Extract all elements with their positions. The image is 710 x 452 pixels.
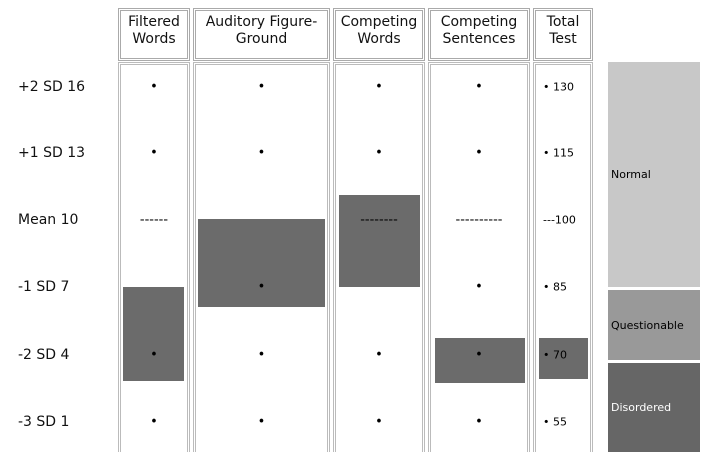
score-point: -------- [360,212,398,228]
score-point: • [475,414,483,430]
legend-label: Questionable [611,318,684,332]
score-point: • [257,414,266,430]
score-point: • [375,347,383,363]
total-score: • 55 [543,415,567,429]
column-header: Auditory Figure- Ground [193,8,330,61]
column-frame [533,62,593,452]
total-score: • 130 [543,80,574,94]
score-point: • [150,145,158,161]
score-point: • [375,414,383,430]
row-label: +2 SD 16 [18,79,86,95]
column-header: Competing Words [333,8,425,61]
score-point: • [150,347,158,363]
score-point: ------ [139,212,169,228]
row-label: -2 SD 4 [18,347,70,363]
score-box [435,338,525,383]
score-box [198,219,325,307]
column-header: Competing Sentences [428,8,530,61]
column-header: Filtered Words [118,8,190,61]
row-label: Mean 10 [18,212,79,228]
score-point: • [257,79,266,95]
score-point: • [475,279,483,295]
disordered-band [608,363,700,452]
total-score: • 70 [543,348,567,362]
score-box [339,195,420,287]
score-box [123,287,184,381]
column-frame [333,62,425,452]
score-point: • [475,347,483,363]
column-header: Total Test [533,8,593,61]
column-frame [193,62,330,452]
total-score: • 85 [543,280,567,294]
score-point: • [257,279,266,295]
legend-label: Normal [611,168,651,181]
total-score: ---100 [543,213,576,227]
column-frame [118,62,190,452]
score-point: • [257,145,266,161]
score-point: • [475,145,483,161]
score-point: • [150,414,158,430]
score-point: • [475,79,483,95]
row-label: +1 SD 13 [18,145,86,161]
score-point: • [257,347,266,363]
score-point: • [150,79,158,95]
total-score: • 115 [543,146,574,160]
column-frame [428,62,530,452]
score-point: • [375,145,383,161]
legend-label: Disordered [611,401,672,414]
score-point: ---------- [455,212,503,228]
row-label: -1 SD 7 [18,279,70,295]
questionable-band [608,290,700,360]
row-label: -3 SD 1 [18,414,70,430]
score-box [539,338,588,379]
score-point: • [375,79,383,95]
normal-band [608,62,700,287]
